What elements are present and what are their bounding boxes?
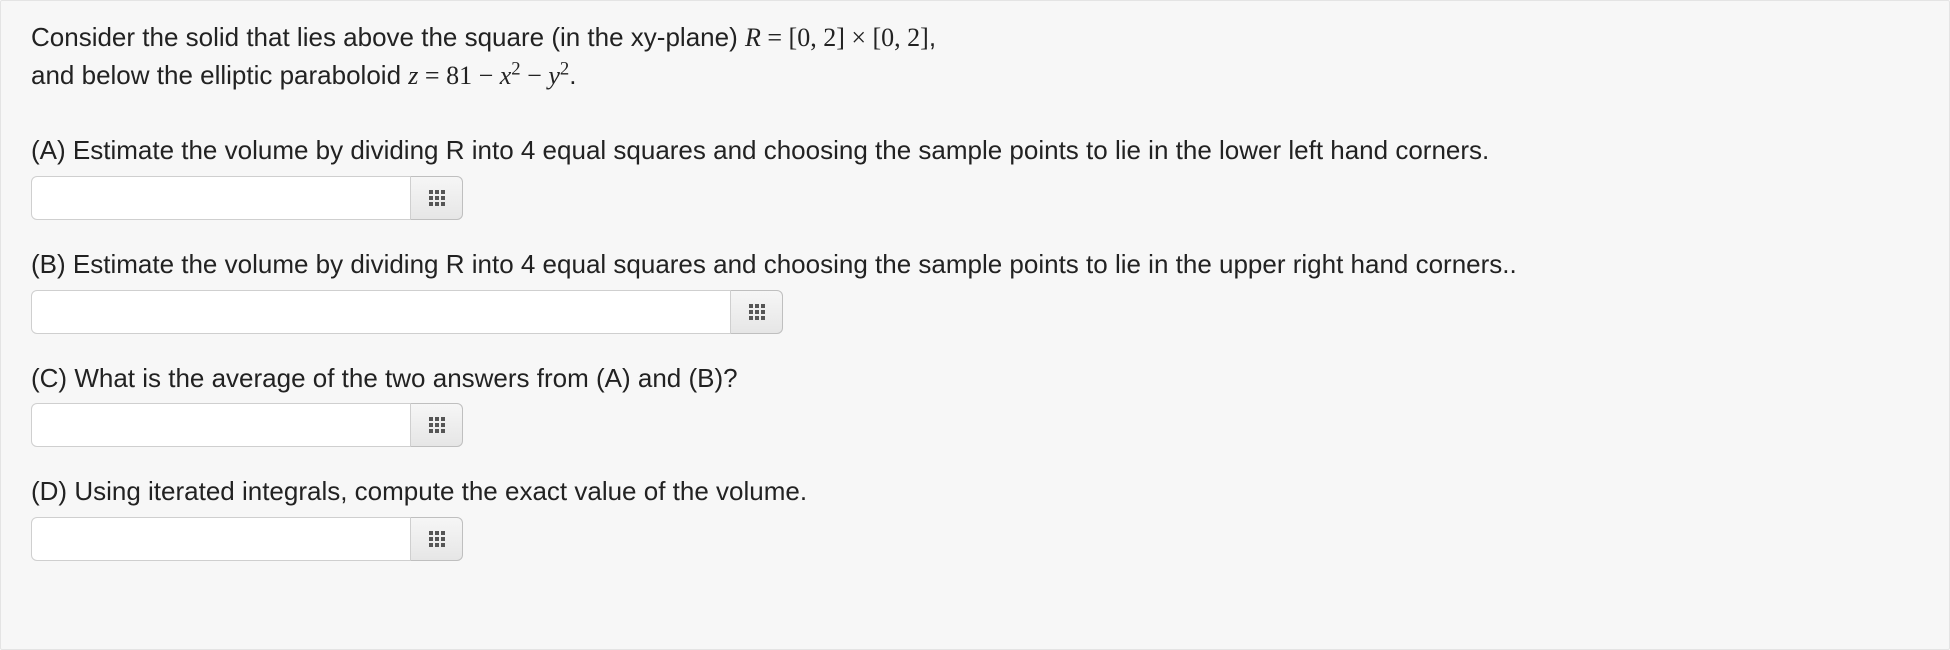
- answer-input-c[interactable]: [31, 403, 411, 447]
- question-c: (C) What is the average of the two answe…: [31, 360, 1919, 448]
- answer-row-c: [31, 403, 1919, 447]
- answer-input-a[interactable]: [31, 176, 411, 220]
- math-x: x: [500, 61, 512, 90]
- intro-text: Consider the solid that lies above the s…: [31, 19, 1919, 94]
- intro-line-1: Consider the solid that lies above the s…: [31, 19, 1919, 57]
- keypad-button-a[interactable]: [411, 176, 463, 220]
- intro-line1-pre: Consider the solid that lies above the s…: [31, 22, 745, 52]
- math-x-sq: 2: [511, 58, 520, 79]
- question-d: (D) Using iterated integrals, compute th…: [31, 473, 1919, 561]
- question-a-text: (A) Estimate the volume by dividing R in…: [31, 132, 1919, 170]
- math-const: 81 −: [446, 61, 500, 90]
- answer-input-b[interactable]: [31, 290, 731, 334]
- math-eq2: =: [418, 61, 446, 90]
- answer-row-d: [31, 517, 1919, 561]
- keypad-button-b[interactable]: [731, 290, 783, 334]
- problem-panel: Consider the solid that lies above the s…: [0, 0, 1950, 650]
- keypad-button-d[interactable]: [411, 517, 463, 561]
- math-minus: −: [521, 61, 549, 90]
- math-R: R: [745, 23, 761, 52]
- intro-line2-post: .: [569, 60, 576, 90]
- answer-row-a: [31, 176, 1919, 220]
- intro-line-2: and below the elliptic paraboloid z = 81…: [31, 57, 1919, 95]
- keypad-icon: [429, 190, 445, 206]
- keypad-button-c[interactable]: [411, 403, 463, 447]
- answer-row-b: [31, 290, 1919, 334]
- answer-input-d[interactable]: [31, 517, 411, 561]
- question-d-text: (D) Using iterated integrals, compute th…: [31, 473, 1919, 511]
- keypad-icon: [429, 417, 445, 433]
- math-y-sq: 2: [560, 58, 569, 79]
- question-b: (B) Estimate the volume by dividing R in…: [31, 246, 1919, 334]
- keypad-icon: [749, 304, 765, 320]
- math-interval: [0, 2] × [0, 2]: [789, 23, 929, 52]
- keypad-icon: [429, 531, 445, 547]
- math-y: y: [548, 61, 560, 90]
- question-a: (A) Estimate the volume by dividing R in…: [31, 132, 1919, 220]
- question-b-text: (B) Estimate the volume by dividing R in…: [31, 246, 1919, 284]
- math-z: z: [408, 61, 418, 90]
- intro-line2-pre: and below the elliptic paraboloid: [31, 60, 408, 90]
- intro-line1-post: ,: [929, 22, 936, 52]
- math-eq1: =: [761, 23, 789, 52]
- question-c-text: (C) What is the average of the two answe…: [31, 360, 1919, 398]
